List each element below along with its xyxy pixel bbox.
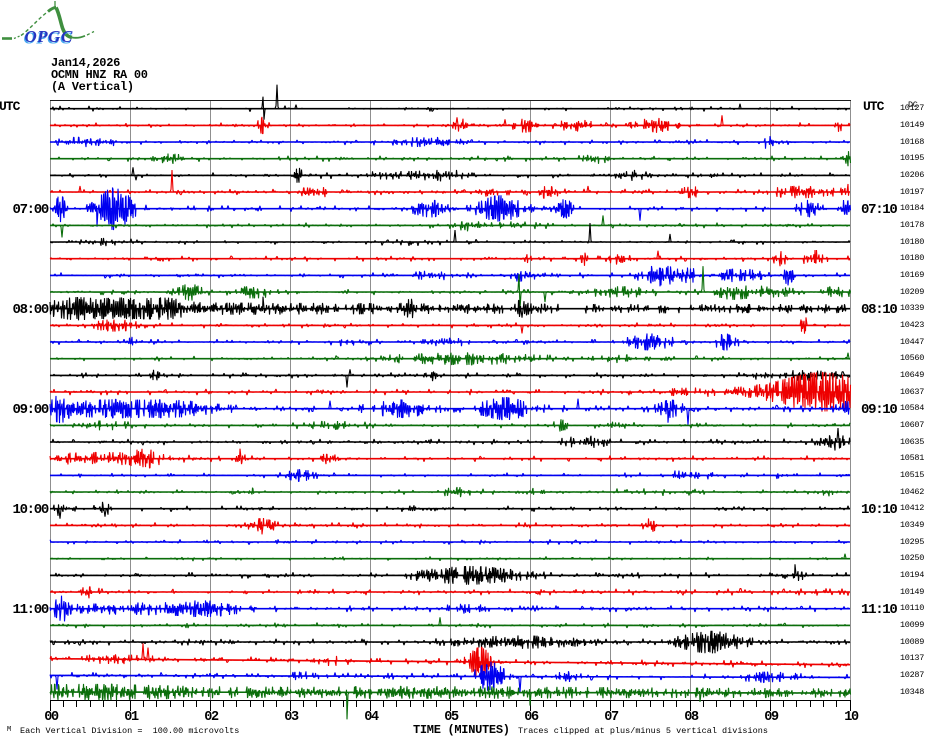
svg-text:OPGC: OPGC: [24, 29, 72, 48]
svg-text:OPGC: OPGC: [25, 27, 73, 46]
